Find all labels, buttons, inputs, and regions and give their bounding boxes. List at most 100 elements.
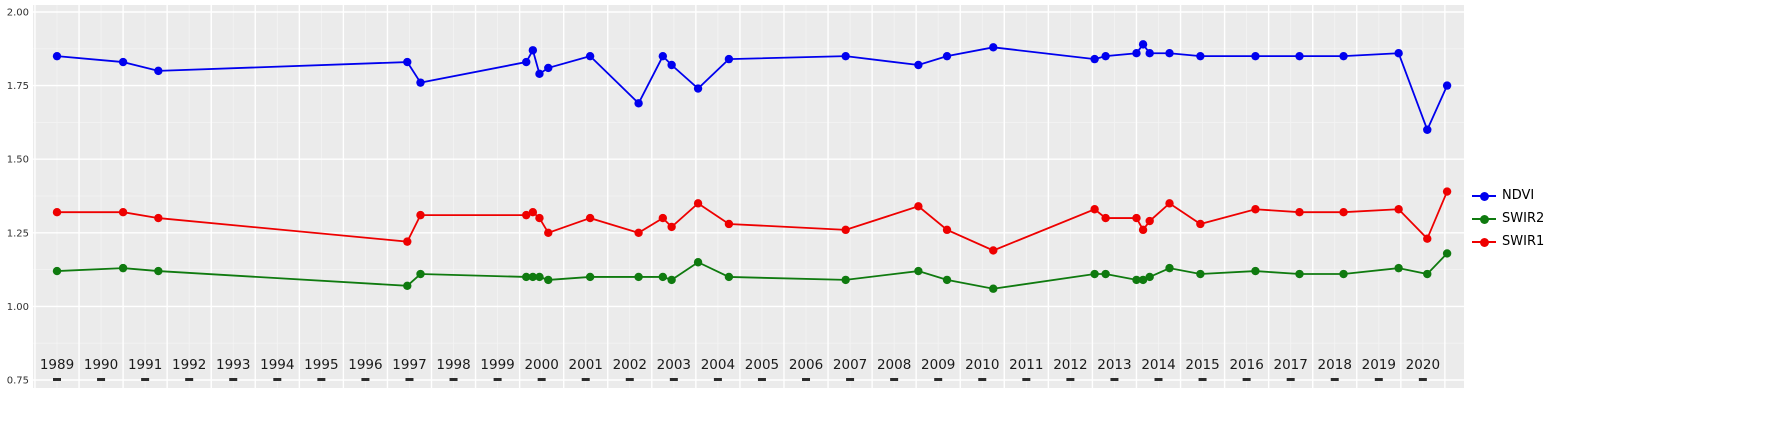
data-point-swir2 [1145,272,1154,282]
data-point-swir2 [403,281,412,290]
x-tick-label: 1998 [436,357,470,373]
data-point-swir1 [1101,213,1110,223]
legend-label-swir2: SWIR2 [1502,211,1545,226]
data-point-ndvi [544,63,553,73]
data-point-ndvi [118,57,128,67]
swir1-line-point-icon [1472,234,1496,250]
x-tick-label: 2008 [877,357,911,373]
x-tick-label: 2016 [1229,357,1263,373]
data-point-ndvi [1251,51,1260,61]
x-tick-label: 2009 [921,357,955,373]
x-tick-label: 1993 [216,357,250,373]
x-tick-label: 2006 [789,357,823,373]
data-point-swir2 [522,272,531,282]
data-point-swir1 [522,210,531,220]
data-point-swir1 [528,207,538,217]
x-tick-label: 2014 [1141,357,1175,373]
data-point-swir2 [1251,266,1260,276]
data-point-swir1 [1339,207,1348,217]
legend: NDVI SWIR2 SWIR1 [1472,188,1544,250]
x-tick-label: 1995 [304,357,338,373]
data-point-ndvi [724,54,734,64]
x-tick-label: 2015 [1185,357,1219,373]
x-tick-label: 2000 [524,357,558,373]
x-tick-label: 1989 [40,357,74,373]
data-point-ndvi [1101,51,1110,61]
legend-item-swir2: SWIR2 [1472,211,1544,227]
x-tick-label: 1990 [84,357,118,373]
data-point-swir2 [1295,269,1304,279]
swir2-line-point-icon [1472,211,1496,227]
data-point-swir2 [1423,269,1432,279]
data-point-swir1 [693,199,703,208]
x-tick-label: 1994 [260,357,294,373]
data-point-swir2 [416,269,425,279]
data-point-ndvi [403,57,412,67]
data-point-swir2 [528,272,538,282]
x-tick-label: 1996 [348,357,382,373]
data-point-swir1 [1132,213,1141,223]
data-point-swir1 [724,219,734,229]
data-point-swir1 [535,213,544,223]
legend-label-ndvi: NDVI [1502,188,1535,203]
data-point-swir2 [989,284,998,293]
y-tick-label: 2.00 [7,8,29,19]
data-point-swir1 [154,213,163,223]
x-tick-label: 2002 [613,357,647,373]
data-point-ndvi [1090,54,1099,64]
data-point-ndvi [658,51,668,61]
data-point-ndvi [1138,40,1148,49]
data-point-swir2 [1339,269,1348,279]
data-point-swir2 [1138,275,1148,285]
data-point-swir1 [658,213,668,223]
data-point-swir2 [118,263,128,273]
x-tick-label: 1999 [480,357,514,373]
data-point-swir1 [942,225,952,235]
data-point-swir1 [1295,207,1304,217]
data-point-swir1 [841,225,850,235]
data-point-swir2 [154,266,163,276]
data-point-swir1 [118,207,128,217]
legend-label-swir1: SWIR1 [1502,234,1545,249]
data-point-swir2 [1196,269,1205,279]
y-tick-label: 1.00 [7,302,29,313]
x-tick-label: 2004 [701,357,735,373]
y-tick-label: 0.75 [7,376,29,387]
data-point-ndvi [535,69,544,79]
data-point-ndvi [1442,81,1452,90]
data-point-swir1 [914,202,923,211]
data-point-swir2 [1442,249,1452,258]
data-point-swir1 [544,228,553,237]
data-point-swir1 [1090,205,1099,214]
data-point-swir2 [942,275,952,285]
data-point-ndvi [416,78,425,87]
data-point-ndvi [52,51,62,61]
data-point-swir2 [1165,263,1174,273]
data-point-swir2 [1101,269,1110,279]
data-point-ndvi [585,51,595,61]
data-point-swir2 [544,275,553,285]
data-point-swir1 [416,210,425,220]
data-point-ndvi [989,43,998,52]
data-point-ndvi [693,84,703,93]
x-tick-label: 2011 [1009,357,1043,373]
data-point-swir1 [1251,205,1260,214]
data-point-ndvi [1423,125,1432,134]
data-point-ndvi [914,60,923,70]
data-point-swir1 [989,246,998,255]
data-point-ndvi [1145,49,1154,58]
x-tick-label: 2018 [1318,357,1352,373]
x-tick-label: 2007 [833,357,867,373]
data-point-swir1 [1442,187,1452,196]
data-point-swir2 [1394,263,1403,273]
data-point-ndvi [1295,51,1304,61]
y-tick-label: 1.50 [7,155,29,166]
data-point-ndvi [1132,49,1141,58]
data-point-swir2 [585,272,595,282]
ndvi-line-point-icon [1472,188,1496,204]
x-tick-label: 1992 [172,357,206,373]
legend-item-ndvi: NDVI [1472,188,1544,204]
x-tick-label: 1997 [392,357,426,373]
